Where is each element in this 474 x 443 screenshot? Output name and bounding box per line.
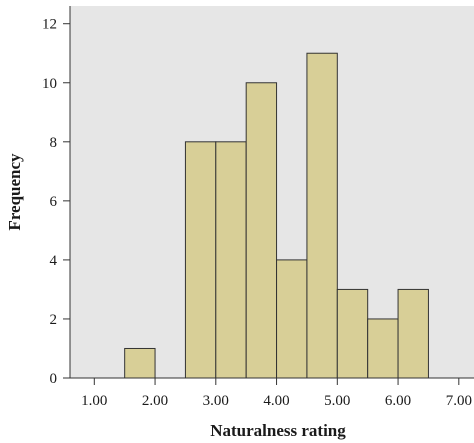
histogram-bar-2 (184, 141, 217, 379)
x-tick-label: 5.00 (324, 393, 350, 409)
y-axis: 0 2 4 6 8 10 12 (42, 6, 71, 387)
histogram-bar-7 (336, 288, 369, 379)
x-tick-label: 7.00 (446, 393, 472, 409)
x-tick-label: 6.00 (385, 393, 411, 409)
y-tick-label: 6 (50, 194, 58, 210)
x-tick-label: 2.00 (142, 393, 168, 409)
y-tick-label: 12 (42, 17, 57, 33)
x-tick-label: 3.00 (203, 393, 229, 409)
histogram-bar-8 (367, 318, 399, 379)
x-axis-title: Naturalness rating (210, 421, 346, 440)
x-tick-label: 1.00 (81, 393, 107, 409)
y-axis-title: Frequency (5, 153, 24, 231)
y-tick-label: 2 (50, 312, 58, 328)
y-tick-label: 0 (50, 371, 58, 387)
histogram-bar-3 (215, 141, 247, 379)
histogram-bar-6 (306, 52, 338, 379)
y-tick-label: 8 (50, 135, 58, 151)
histogram-bar-4 (245, 82, 278, 379)
y-tick-label: 4 (50, 253, 58, 269)
histogram-bar-5 (276, 259, 308, 379)
bars-group (124, 52, 429, 379)
x-axis: 1.00 2.00 3.00 4.00 5.00 6.00 7.00 (70, 377, 474, 409)
histogram-bar-1 (124, 347, 156, 379)
x-tick-label: 4.00 (263, 393, 289, 409)
y-tick-label: 10 (42, 76, 57, 92)
histogram-bar-9 (397, 288, 429, 379)
